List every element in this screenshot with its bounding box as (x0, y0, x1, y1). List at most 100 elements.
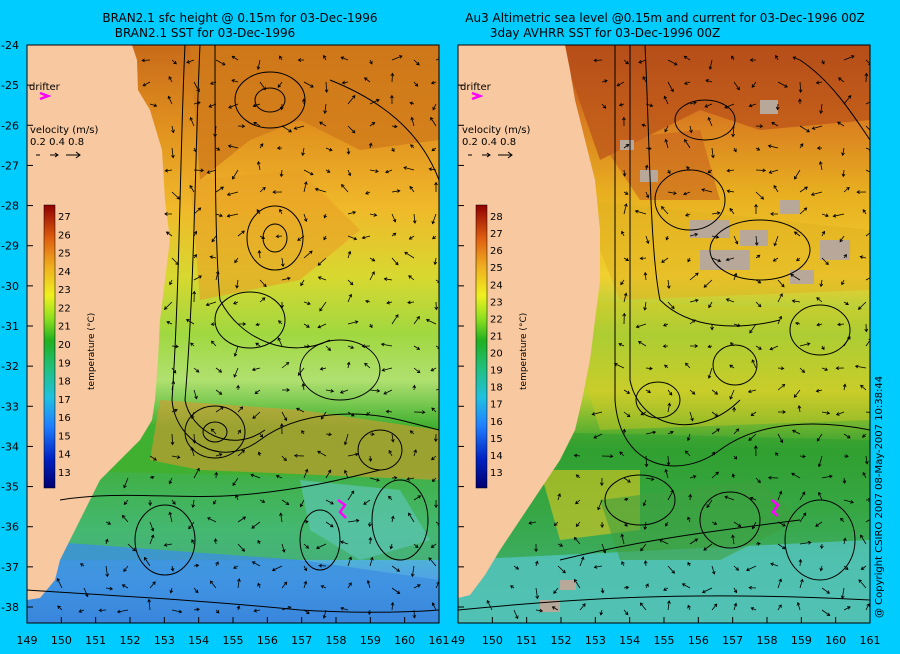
current-vector-arrow (535, 587, 540, 600)
current-vector-arrow (835, 411, 845, 416)
current-vector-arrow (701, 587, 713, 594)
current-vector-arrow (341, 80, 349, 85)
current-vector-arrow (363, 77, 371, 83)
left-velocity-label: velocity (m/s) (30, 125, 98, 136)
current-vector-arrow (234, 257, 239, 264)
current-vector-arrow (640, 543, 647, 552)
current-vector-arrow (793, 389, 801, 398)
current-vector-arrow (367, 609, 372, 616)
lon-tick-label: 154 (188, 634, 209, 647)
current-vector-arrow (733, 428, 740, 435)
current-vector-arrow (389, 543, 394, 550)
lon-tick-label: 155 (223, 634, 244, 647)
current-vector-arrow (729, 389, 735, 400)
right-current-arrows (486, 54, 870, 620)
current-vector-arrow (724, 103, 735, 109)
current-vector-arrow (751, 359, 757, 369)
current-vector-arrow (755, 191, 765, 200)
current-vector-arrow (319, 121, 327, 127)
current-vector-arrow (105, 565, 110, 578)
current-vector-arrow (663, 587, 669, 591)
current-vector-arrow (206, 169, 217, 174)
current-vector-arrow (841, 147, 845, 157)
current-vector-arrow (404, 251, 415, 259)
current-vector-arrow (409, 185, 415, 193)
current-vector-arrow (386, 300, 393, 305)
current-vector-arrow (259, 143, 264, 149)
current-vector-arrow (190, 411, 195, 420)
current-vector-arrow (123, 499, 129, 505)
current-vector-arrow (528, 521, 537, 525)
lat-tick-label: -30 (1, 280, 19, 293)
current-vector-arrow (777, 578, 782, 589)
current-vector-arrow (171, 380, 176, 391)
current-vector-arrow (390, 433, 395, 443)
current-vector-arrow (98, 608, 107, 613)
current-vector-arrow (193, 168, 205, 173)
current-vector-arrow (748, 585, 757, 590)
current-vector-arrow (864, 323, 869, 333)
current-vector-arrow (325, 469, 332, 479)
current-vector-arrow (347, 125, 356, 134)
current-vector-arrow (791, 299, 801, 304)
current-vector-arrow (799, 578, 804, 589)
current-vector-arrow (557, 493, 561, 501)
current-vector-arrow (367, 521, 372, 528)
current-vector-arrow (193, 275, 202, 281)
current-vector-arrow (116, 609, 129, 614)
current-vector-arrow (535, 608, 544, 613)
current-vector-arrow (385, 409, 393, 414)
lat-tick-label: -27 (1, 159, 19, 172)
lon-tick-label: 154 (619, 634, 640, 647)
current-vector-arrow (733, 455, 738, 460)
current-vector-arrow (622, 169, 627, 177)
current-vector-arrow (798, 81, 803, 93)
current-vector-arrow (171, 455, 181, 459)
right-title-line1: Au3 Altimetric sea level @0.15m and curr… (465, 11, 864, 25)
current-vector-arrow (142, 81, 151, 87)
current-vector-arrow (431, 602, 437, 611)
current-vector-arrow (711, 211, 721, 215)
current-vector-arrow (259, 235, 266, 239)
current-vector-arrow (279, 169, 284, 178)
current-vector-arrow (642, 499, 647, 507)
lon-tick-label: 155 (654, 634, 675, 647)
current-vector-arrow (645, 430, 657, 435)
colorbar-tick-label: 27 (490, 229, 503, 240)
current-vector-arrow (215, 147, 221, 151)
current-vector-arrow (210, 340, 217, 347)
current-vector-arrow (431, 147, 437, 152)
current-vector-arrow (666, 455, 671, 466)
colorbar-tick-label: 17 (58, 395, 71, 406)
current-vector-arrow (683, 55, 691, 61)
current-vector-arrow (369, 122, 376, 127)
current-vector-arrow (253, 122, 261, 127)
current-vector-arrow (171, 257, 179, 266)
current-vector-arrow (365, 299, 371, 304)
current-vector-arrow (171, 191, 181, 200)
current-vector-arrow (232, 169, 239, 180)
current-vector-arrow (121, 584, 129, 589)
lat-tick-label: -32 (1, 360, 19, 373)
current-vector-arrow (171, 499, 176, 505)
current-vector-arrow (323, 103, 328, 115)
current-vector-arrow (171, 408, 178, 413)
current-vector-arrow (842, 537, 847, 545)
colorbar-tick-label: 20 (490, 349, 503, 360)
colorbar-tick-label: 27 (58, 212, 71, 223)
right-velocity-scale: 0.2 0.4 0.8 (462, 137, 516, 148)
current-vector-arrow (56, 577, 63, 589)
current-vector-arrow (858, 579, 867, 589)
current-vector-arrow (790, 273, 801, 281)
current-vector-arrow (733, 602, 738, 611)
current-vector-arrow (725, 298, 735, 303)
current-vector-arrow (271, 565, 283, 572)
current-vector-arrow (215, 389, 223, 395)
right-velocity-label: velocity (m/s) (462, 125, 530, 136)
current-vector-arrow (623, 257, 630, 261)
current-vector-arrow (623, 144, 630, 149)
current-vector-arrow (303, 565, 308, 572)
colorbar-tick-label: 18 (490, 383, 503, 394)
current-vector-arrow (865, 497, 870, 502)
current-vector-arrow (236, 605, 241, 611)
